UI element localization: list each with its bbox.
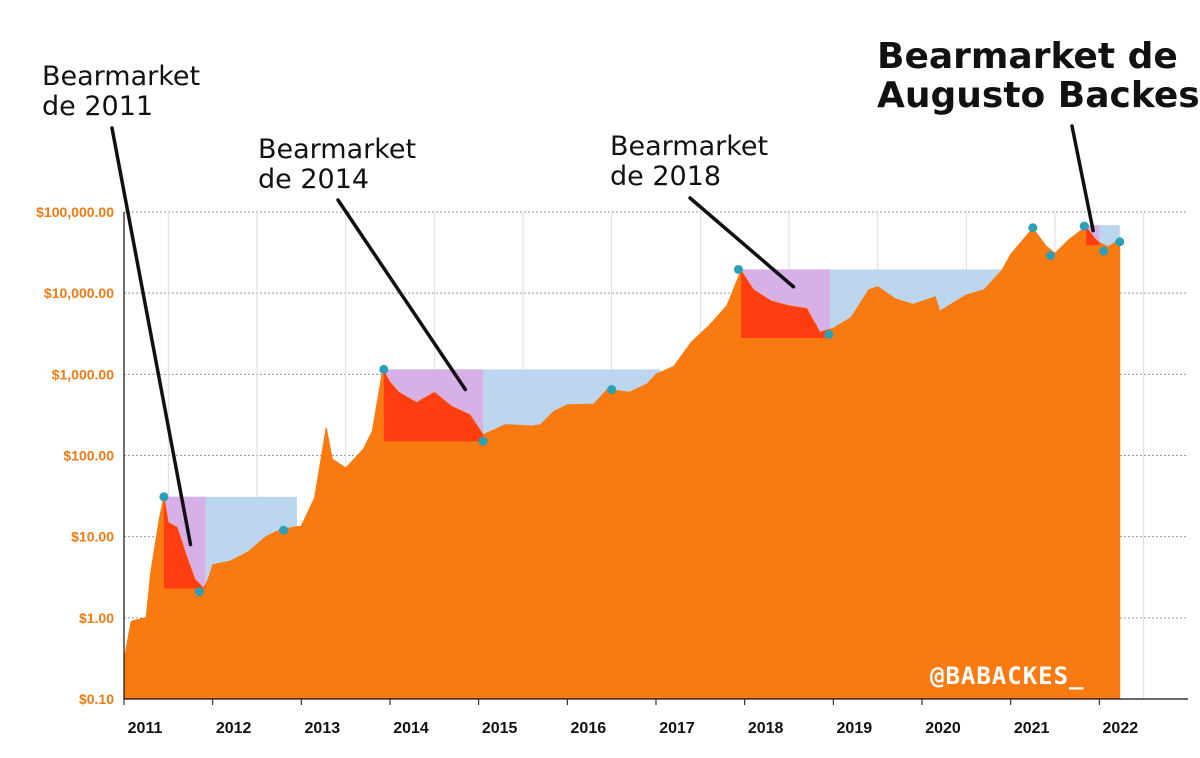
price-marker — [379, 364, 389, 374]
x-tick-label: 2020 — [925, 720, 961, 737]
x-tick-label: 2014 — [393, 720, 429, 737]
annotation-leader-line — [688, 196, 796, 289]
y-tick-label: $100,000.00 — [36, 204, 114, 220]
y-tick-label: $10,000.00 — [44, 285, 114, 301]
x-tick-label: 2021 — [1014, 720, 1050, 737]
y-tick-label: $1,000.00 — [52, 366, 114, 382]
x-tick-label: 2012 — [216, 720, 252, 737]
x-tick-label: 2015 — [482, 720, 518, 737]
y-tick-label: $100.00 — [63, 448, 114, 464]
price-marker — [824, 329, 834, 339]
axes: $100,000.00 $10,000.00 $1,000.00 $100.00 $10… — [36, 204, 1188, 737]
y-tick-label: $0.10 — [79, 691, 114, 707]
watermark: @BABACKES_ — [930, 662, 1085, 690]
price-marker — [1115, 237, 1125, 247]
x-tick-label: 2018 — [748, 720, 784, 737]
x-tick-label: 2016 — [571, 720, 607, 737]
x-tick-label: 2019 — [837, 720, 873, 737]
price-marker — [1046, 251, 1056, 261]
price-marker — [1079, 221, 1089, 231]
annotation-leaders — [110, 124, 1095, 547]
price-area — [123, 225, 1121, 700]
annotation-leader-line — [1070, 124, 1095, 233]
markers — [159, 221, 1125, 597]
x-tick-label: 2022 — [1103, 720, 1139, 737]
bear-drawdown-area — [163, 496, 206, 589]
price-marker — [478, 436, 488, 446]
annotation-leader-line — [110, 126, 193, 547]
annotation-bearmarket-augusto-backes: Bearmarket de Augusto Backes — [877, 36, 1200, 116]
x-tick-label: 2011 — [128, 720, 163, 737]
price-marker — [607, 385, 617, 395]
x-tick-label: 2013 — [305, 720, 341, 737]
price-marker — [159, 492, 169, 502]
bear-drawdown-area — [1086, 226, 1100, 246]
y-tick-label: $1.00 — [79, 610, 114, 626]
price-area-path — [123, 225, 1121, 700]
annotation-bearmarket-2011: Bearmarket de 2011 — [42, 61, 201, 123]
price-marker — [194, 587, 204, 597]
y-tick-label: $10.00 — [71, 529, 114, 545]
price-marker — [279, 525, 289, 535]
price-marker — [1099, 246, 1109, 256]
price-marker — [733, 264, 743, 274]
annotation-bearmarket-2014: Bearmarket de 2014 — [258, 134, 417, 196]
bear-drawdown-area — [741, 270, 830, 339]
annotation-bearmarket-2018: Bearmarket de 2018 — [610, 131, 769, 193]
price-marker — [1028, 223, 1038, 233]
annotation-leader-line — [336, 198, 468, 392]
x-tick-label: 2017 — [659, 720, 695, 737]
bear-drawdown-area — [383, 371, 484, 442]
